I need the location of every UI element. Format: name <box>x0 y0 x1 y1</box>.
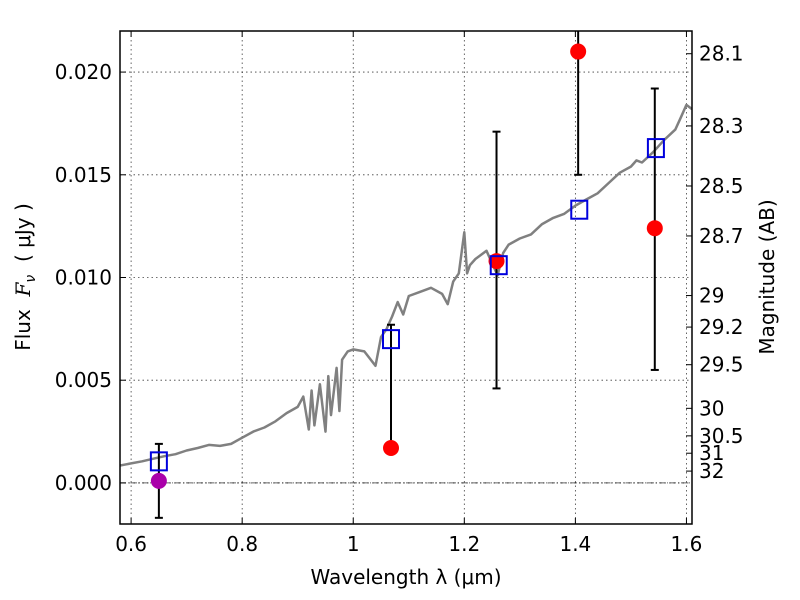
tick-labels: 0.6 0.8 1 1.2 1.4 1.6 0.000 0.005 0.010 0.015 0.02… <box>55 42 744 556</box>
model-photometry-square <box>646 138 665 159</box>
right-tick-label: 29.2 <box>699 315 744 339</box>
photometry-point <box>150 472 167 489</box>
x-tick-label: 1 <box>347 532 360 556</box>
right-tick-label: 29.5 <box>699 353 744 377</box>
photometry-point <box>570 43 587 60</box>
model-spectrum-line <box>120 103 692 467</box>
photometry-point <box>383 439 400 456</box>
right-tick-label: 30.5 <box>699 424 744 448</box>
x-tick-label: 0.6 <box>115 532 147 556</box>
right-tick-label: 28.1 <box>699 42 744 66</box>
x-tick-label: 0.8 <box>226 532 258 556</box>
grid-lines <box>120 31 692 524</box>
model-photometry-square <box>382 329 401 350</box>
y-axis-title-group: Flux Fν ( μJy ) <box>11 203 39 351</box>
y-tick-label: 0.015 <box>55 163 112 187</box>
right-tick-label: 30 <box>699 396 724 420</box>
x-axis-title: Wavelength λ (μm) <box>310 565 501 589</box>
right-tick-label: 31 <box>699 441 724 465</box>
y-tick-label: 0.010 <box>55 266 112 290</box>
tick-marks <box>120 31 692 524</box>
y-tick-label: 0.005 <box>55 368 112 392</box>
right-tick-label: 29 <box>699 284 724 308</box>
right-tick-label: 28.7 <box>699 224 744 248</box>
y-axis-title: Flux Fν ( μJy ) <box>11 203 39 351</box>
right-tick-label: 32 <box>699 459 724 483</box>
right-axis-title: Magnitude (AB) <box>755 199 779 354</box>
x-tick-label: 1.2 <box>448 532 480 556</box>
y-axis-title-symbol: F <box>11 281 35 297</box>
data-layer <box>120 31 692 519</box>
y-axis-title-unit: ( μJy ) <box>11 203 35 275</box>
x-tick-label: 1.4 <box>559 532 591 556</box>
x-tick-label: 1.6 <box>671 532 703 556</box>
photometry-point <box>646 220 663 237</box>
y-axis-title-prefix: Flux <box>11 296 35 350</box>
model-photometry-square <box>149 451 168 472</box>
model-photometry-square <box>489 255 508 276</box>
y-tick-label: 0.020 <box>55 60 112 84</box>
right-tick-label: 28.3 <box>699 114 744 138</box>
y-tick-label: 0.000 <box>55 471 112 495</box>
right-tick-label: 28.5 <box>699 174 744 198</box>
y-axis-title-subscript: ν <box>23 275 39 283</box>
model-photometry-square <box>570 199 589 220</box>
